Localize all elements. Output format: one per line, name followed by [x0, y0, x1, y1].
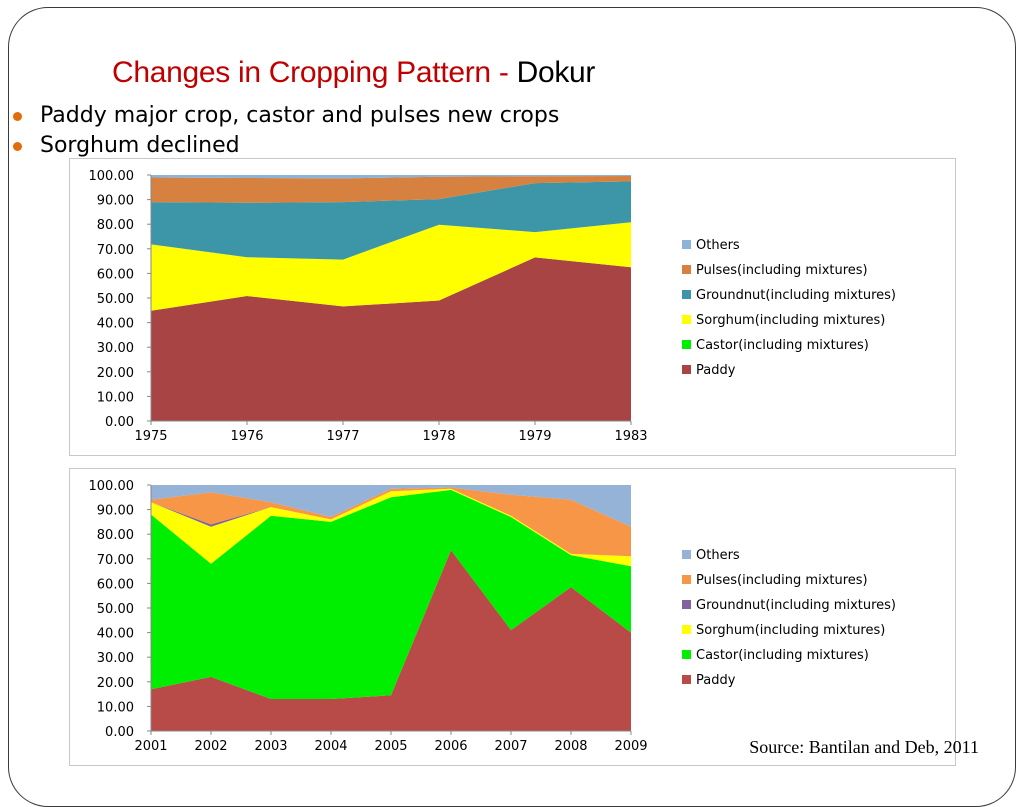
chart-1975-1983-svg: 0.00 10.00 20.00 30.00 40.00 50.00 60.00 70.00 8… [89, 169, 897, 444]
y-tick-label: 10.00 [97, 390, 134, 405]
y-tick-label: 0.00 [105, 725, 134, 740]
x-tick-label: 2004 [314, 739, 347, 754]
area-castor [151, 489, 631, 699]
area-paddy [151, 550, 631, 731]
x-tick-label: 2002 [194, 739, 227, 754]
y-tick-label: 90.00 [97, 194, 134, 209]
x-tick-label: 1977 [326, 429, 359, 444]
bullet-text: Sorghum declined [40, 133, 240, 158]
legend-label: Groundnut(including mixtures) [696, 598, 896, 613]
x-tick-label: 2009 [614, 739, 647, 754]
area-pulses [151, 487, 631, 557]
legend-label: Paddy [696, 673, 736, 688]
x-tick-label: 2006 [434, 739, 467, 754]
legend-swatch [682, 315, 691, 324]
y-tick-label: 60.00 [97, 267, 134, 282]
legend-swatch [682, 365, 691, 374]
y-tick-label: 40.00 [97, 317, 134, 332]
bullet-item: Paddy major crop, castor and pulses new … [12, 101, 559, 131]
y-tick-label: 50.00 [97, 292, 134, 307]
x-tick-label: 1978 [422, 429, 455, 444]
chart-1975-1983: 0.00 10.00 20.00 30.00 40.00 50.00 60.00 70.00 8… [69, 158, 956, 456]
y-tick-label: 20.00 [97, 366, 134, 381]
bullet-text: Paddy major crop, castor and pulses new … [40, 103, 560, 128]
legend-label: Others [696, 238, 740, 253]
y-tick-label: 60.00 [97, 577, 134, 592]
legend-label: Paddy [696, 363, 736, 378]
bullet-dot-icon [13, 142, 22, 151]
x-tick-label: 2003 [254, 739, 287, 754]
y-tick-label: 30.00 [97, 651, 134, 666]
y-tick-label: 70.00 [97, 553, 134, 568]
area-others [151, 175, 631, 179]
area-groundnut [151, 181, 631, 260]
slide-title: Changes in Cropping Pattern - Dokur [112, 56, 595, 90]
legend-label: Groundnut(including mixtures) [696, 288, 896, 303]
x-tick-label: 1983 [614, 429, 647, 444]
x-tick-label: 1979 [518, 429, 551, 444]
legend-label: Pulses(including mixtures) [696, 573, 868, 588]
area-sorghum [151, 222, 631, 311]
y-tick-label: 30.00 [97, 341, 134, 356]
y-tick-label: 50.00 [97, 602, 134, 617]
legend-label: Sorghum(including mixtures) [696, 623, 885, 638]
y-tick-label: 10.00 [97, 700, 134, 715]
legend-swatch [682, 675, 691, 684]
y-tick-label: 90.00 [97, 504, 134, 519]
slide-title-location: Dokur [516, 56, 596, 89]
bullet-item: Sorghum declined [12, 131, 559, 161]
y-tick-label: 100.00 [89, 479, 135, 494]
bullet-list: Paddy major crop, castor and pulses new … [12, 101, 559, 161]
x-tick-label: 2008 [554, 739, 587, 754]
legend-swatch [682, 625, 691, 634]
x-tick-label: 1976 [230, 429, 263, 444]
legend-swatch [682, 550, 691, 559]
y-tick-label: 80.00 [97, 218, 134, 233]
y-tick-label: 40.00 [97, 627, 134, 642]
chart-2001-2009-svg: 0.00 10.00 20.00 30.00 40.00 50.00 60.00 70.00 8… [89, 479, 897, 754]
legend-swatch [682, 575, 691, 584]
area-others [151, 485, 631, 527]
x-tick-label: 2007 [494, 739, 527, 754]
legend-label: Pulses(including mixtures) [696, 263, 868, 278]
source-citation: Source: Bantilan and Deb, 2011 [749, 737, 979, 757]
area-sorghum [151, 488, 631, 567]
bullet-dot-icon [13, 112, 22, 121]
legend-label: Castor(including mixtures) [696, 648, 869, 663]
legend-swatch [682, 650, 691, 659]
y-tick-label: 0.00 [105, 415, 134, 430]
x-tick-label: 1975 [134, 429, 167, 444]
x-tick-label: 2005 [374, 739, 407, 754]
area-paddy [151, 257, 631, 421]
y-tick-label: 70.00 [97, 243, 134, 258]
y-tick-label: 20.00 [97, 676, 134, 691]
y-tick-label: 80.00 [97, 528, 134, 543]
slide-title-main: Changes in Cropping Pattern - [112, 56, 517, 89]
legend-swatch [682, 240, 691, 249]
area-pulses [151, 176, 631, 203]
legend-swatch [682, 340, 691, 349]
legend-label: Sorghum(including mixtures) [696, 313, 885, 328]
legend-label: Castor(including mixtures) [696, 338, 869, 353]
legend-swatch [682, 265, 691, 274]
x-tick-label: 2001 [134, 739, 167, 754]
legend-swatch [682, 290, 691, 299]
legend-swatch [682, 600, 691, 609]
y-tick-label: 100.00 [89, 169, 135, 184]
chart-2001-2009: 0.00 10.00 20.00 30.00 40.00 50.00 60.00 70.00 8… [69, 468, 956, 766]
legend-label: Others [696, 548, 740, 563]
